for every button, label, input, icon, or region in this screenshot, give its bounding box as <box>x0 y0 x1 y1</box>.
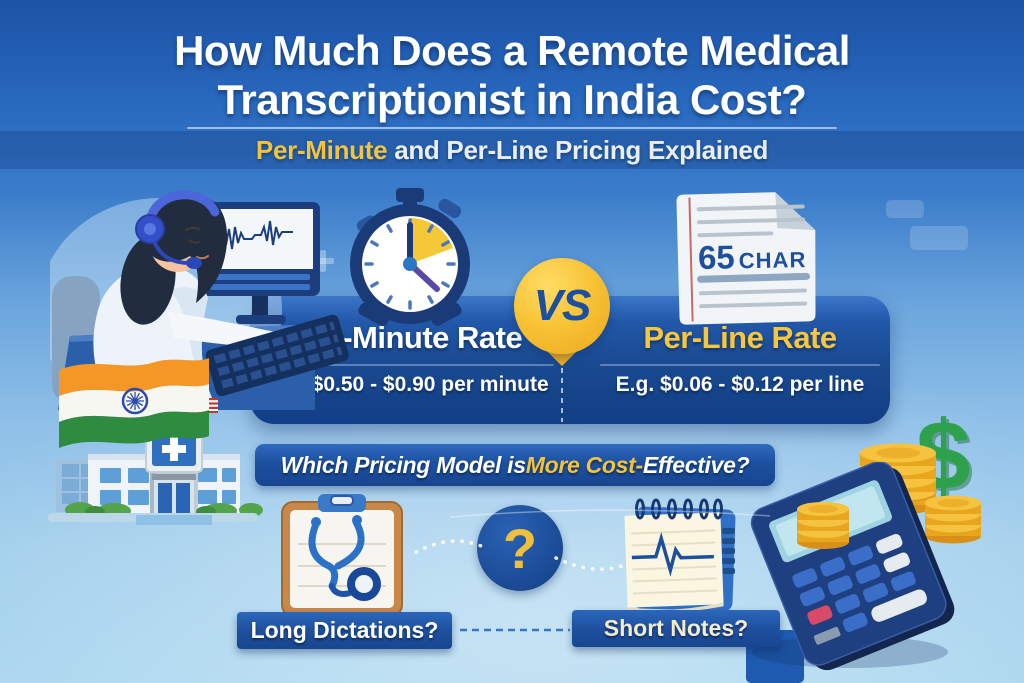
ashoka-chakra <box>121 387 149 415</box>
ecg-line <box>631 532 714 577</box>
title-divider <box>187 127 837 129</box>
question-mark-icon: ? <box>477 505 563 591</box>
coin-stack-front-icon <box>797 502 849 549</box>
document-65char-icon <box>676 192 816 325</box>
vs-badge: VS <box>514 258 610 354</box>
per-minute-example: E.g. $0.50 - $0.90 per minute <box>267 373 549 396</box>
document-label: 65 CHAR <box>698 237 807 277</box>
notepad-icon <box>624 498 736 614</box>
india-flag-icon <box>59 358 209 448</box>
question-glyph: ? <box>502 516 538 580</box>
per-line-column: Per-Line Rate E.g. $0.06 - $0.12 per lin… <box>596 320 884 397</box>
document-char-unit: CHAR <box>738 247 807 274</box>
calculator-red-key <box>807 605 833 625</box>
time-wedge <box>410 218 453 264</box>
vs-label: VS <box>533 281 592 330</box>
column-divider <box>262 364 554 366</box>
short-notes-label: Short Notes? <box>572 610 780 647</box>
title-line-2: Transcriptionist in India Cost? <box>217 76 807 123</box>
title-line-1: How Much Does a Remote Medical <box>174 27 850 74</box>
coin-stack-right <box>925 495 981 544</box>
headset-icon <box>135 190 220 269</box>
keyboard <box>205 314 349 397</box>
page-title: How Much Does a Remote Medical Transcrip… <box>0 26 1024 124</box>
subtitle-rest: and Per-Line Pricing Explained <box>387 135 769 165</box>
long-dictations-label: Long Dictations? <box>237 612 452 649</box>
column-divider <box>600 364 880 366</box>
hospital-icon <box>48 422 263 525</box>
question-highlight: More Cost- <box>525 451 643 478</box>
short-notes-text: Short Notes? <box>603 615 749 641</box>
deco-rect <box>886 200 924 218</box>
monitor-waveform-icon <box>200 202 320 324</box>
per-line-title: Per-Line Rate <box>643 320 837 355</box>
deco-plus <box>312 250 334 272</box>
subtitle: Per-Minute and Per-Line Pricing Explaine… <box>0 135 1024 166</box>
question-suffix: Effective? <box>642 451 750 478</box>
subtitle-band <box>0 131 1024 169</box>
subtitle-highlight: Per-Minute <box>255 135 388 165</box>
question-prefix: Which Pricing Model is <box>280 451 526 478</box>
alarm-clock-icon <box>350 188 470 326</box>
long-dictations-text: Long Dictations? <box>250 617 439 643</box>
document-char-number: 65 <box>697 238 736 276</box>
clipboard-stethoscope-icon <box>281 494 403 617</box>
question-banner: Which Pricing Model is More Cost- Effecti… <box>255 444 775 486</box>
stethoscope <box>308 515 381 601</box>
deco-rect <box>910 226 968 250</box>
per-line-example: E.g. $0.06 - $0.12 per line <box>615 373 865 396</box>
